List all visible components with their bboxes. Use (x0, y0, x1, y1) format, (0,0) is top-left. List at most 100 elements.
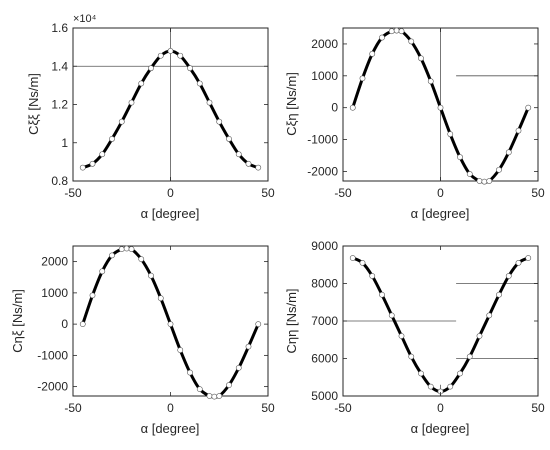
panel-c-eta-xi: -50 0 50 -2000 -1000 0 1000 2000 α [degree] Cηξ… (10, 245, 275, 436)
x-axis-label: α [degree] (411, 206, 470, 221)
y-tick-label: 6000 (311, 352, 338, 366)
data-point (525, 104, 532, 111)
data-point (349, 104, 356, 111)
x-axis-label: α [degree] (411, 421, 470, 436)
data-point (255, 321, 262, 328)
data-point (148, 272, 154, 279)
data-point (99, 268, 106, 275)
x-tick-label: 0 (437, 186, 444, 200)
y-axis-label: Cηξ [Ns/m] (10, 289, 25, 353)
y-tick-label: 9000 (311, 239, 338, 253)
data-point (379, 34, 385, 41)
data-point (466, 171, 473, 177)
data-point (515, 259, 522, 266)
x-axis-label: α [degree] (141, 421, 200, 436)
y-axis-label: Cηη [Ns/m] (284, 288, 299, 353)
data-point (408, 353, 415, 360)
data-point (245, 160, 252, 167)
data-point (128, 246, 135, 253)
data-point (418, 370, 424, 377)
data-point (226, 136, 232, 142)
data-point (167, 321, 174, 328)
data-point (118, 118, 125, 125)
y-tick-label: 1.6 (51, 21, 68, 35)
data-point (388, 28, 395, 35)
data-point (466, 353, 473, 360)
series-line (352, 256, 529, 393)
data-point (447, 131, 454, 138)
data-point (486, 178, 493, 184)
y-tick-label: -1000 (307, 133, 338, 147)
x-tick-label: 0 (167, 401, 174, 415)
x-tick-label: 50 (531, 401, 545, 415)
data-point (123, 245, 130, 252)
data-point (138, 256, 145, 263)
data-point (206, 99, 213, 106)
data-point (79, 164, 86, 171)
data-point (359, 259, 366, 266)
data-point (427, 383, 434, 390)
x-tick-label: 50 (531, 186, 545, 200)
data-point (79, 321, 86, 328)
data-point (89, 292, 96, 299)
data-point (525, 255, 532, 261)
y-tick-label: 0 (331, 101, 338, 115)
data-point (177, 52, 184, 59)
data-point (196, 80, 203, 87)
data-point (408, 38, 415, 45)
y-axis-label: Cξξ [Ns/m] (26, 73, 41, 135)
x-tick-label: 50 (261, 186, 275, 200)
y-tick-label: 1000 (41, 286, 68, 300)
y-tick-label: 0 (61, 317, 68, 331)
data-point (437, 104, 444, 111)
x-axis-label: α [degree] (141, 206, 200, 221)
y-tick-label: 1 (61, 136, 68, 150)
x-tick-label: -50 (334, 401, 352, 415)
data-point (235, 151, 242, 158)
data-point (398, 333, 405, 339)
data-point (427, 78, 434, 85)
y-axis-label: Cξη [Ns/m] (284, 72, 299, 136)
data-point (486, 312, 493, 319)
data-point (418, 55, 424, 62)
data-point (157, 52, 164, 59)
y-tick-label: -2000 (307, 164, 338, 178)
y-tick-label: 1.2 (51, 98, 68, 112)
data-point (496, 291, 502, 298)
data-point (211, 393, 218, 400)
data-point (206, 393, 213, 399)
data-point (393, 27, 400, 34)
y-tick-label: 1000 (311, 69, 338, 83)
data-point (118, 246, 125, 253)
y-tick-label: 2000 (311, 37, 338, 51)
data-point (379, 291, 385, 298)
data-point (505, 273, 512, 279)
data-point (476, 178, 483, 184)
data-point (447, 383, 454, 390)
data-point (398, 28, 405, 35)
data-point (476, 333, 483, 339)
x-tick-label: -50 (334, 186, 352, 200)
y-tick-label: 8000 (311, 277, 338, 291)
panel-c-xi-eta: -50 0 50 -2000 -1000 0 1000 2000 α [degree] Cξη… (284, 27, 545, 221)
y-exponent-label: ×10⁴ (73, 13, 97, 25)
data-point (148, 65, 154, 72)
data-point (128, 99, 135, 106)
data-point (349, 255, 356, 261)
data-point (255, 164, 262, 171)
x-tick-label: 0 (167, 186, 174, 200)
x-tick-label: -50 (64, 401, 82, 415)
x-tick-label: 50 (261, 401, 275, 415)
y-tick-label: -1000 (37, 348, 68, 362)
y-tick-label: -2000 (37, 380, 68, 394)
data-point (187, 369, 193, 376)
data-point (109, 136, 115, 142)
y-tick-label: 0.8 (51, 174, 68, 188)
y-tick-label: 2000 (41, 255, 68, 269)
data-point (505, 149, 512, 156)
data-point (177, 347, 184, 353)
data-point (359, 75, 366, 82)
data-point (369, 273, 376, 279)
y-tick-label: 7000 (311, 314, 338, 328)
data-point (369, 50, 376, 57)
